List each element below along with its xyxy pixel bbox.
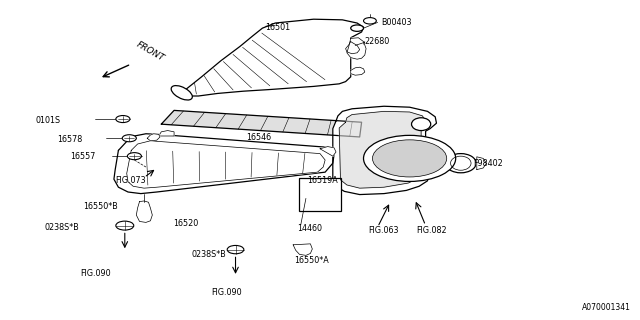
Text: 0238S*B: 0238S*B [192, 250, 227, 259]
Circle shape [364, 135, 456, 181]
Circle shape [116, 221, 134, 230]
Polygon shape [477, 157, 486, 170]
Polygon shape [179, 19, 364, 96]
Text: 16557: 16557 [70, 152, 96, 161]
Polygon shape [339, 111, 426, 188]
Polygon shape [293, 244, 312, 255]
Ellipse shape [445, 154, 476, 173]
Circle shape [372, 140, 447, 177]
Polygon shape [136, 201, 152, 222]
Circle shape [364, 18, 376, 24]
Circle shape [116, 116, 130, 123]
Polygon shape [333, 106, 436, 195]
Polygon shape [351, 67, 365, 75]
Text: 0238S*B: 0238S*B [45, 223, 79, 232]
Text: 16550*B: 16550*B [83, 202, 118, 211]
FancyBboxPatch shape [299, 178, 341, 211]
Text: F98402: F98402 [474, 159, 503, 168]
Text: B00403: B00403 [381, 18, 412, 27]
Text: 16550*A: 16550*A [294, 256, 329, 265]
Polygon shape [159, 131, 174, 136]
Text: 16520: 16520 [173, 220, 198, 228]
Text: 16546: 16546 [246, 133, 271, 142]
Polygon shape [161, 110, 362, 137]
Text: 16519A: 16519A [307, 176, 338, 185]
Polygon shape [127, 141, 325, 188]
Text: FIG.063: FIG.063 [368, 226, 399, 235]
Polygon shape [347, 38, 366, 59]
Text: 0101S: 0101S [35, 116, 60, 124]
Circle shape [122, 135, 136, 142]
Ellipse shape [412, 118, 431, 131]
Text: 22680: 22680 [365, 37, 390, 46]
Text: 14460: 14460 [298, 224, 323, 233]
Text: FIG.073: FIG.073 [115, 176, 146, 185]
Text: FIG.090: FIG.090 [211, 288, 242, 297]
Text: FIG.082: FIG.082 [416, 226, 447, 235]
Text: A070001341: A070001341 [582, 303, 630, 312]
Circle shape [127, 153, 141, 160]
Ellipse shape [171, 85, 193, 100]
Text: FIG.090: FIG.090 [80, 269, 111, 278]
Text: 16578: 16578 [58, 135, 83, 144]
Polygon shape [114, 134, 334, 194]
Circle shape [227, 245, 244, 254]
Text: FRONT: FRONT [134, 40, 166, 63]
Circle shape [351, 25, 364, 31]
Polygon shape [147, 134, 160, 141]
Polygon shape [346, 42, 360, 54]
Text: 16501: 16501 [266, 23, 291, 32]
Polygon shape [320, 147, 336, 156]
